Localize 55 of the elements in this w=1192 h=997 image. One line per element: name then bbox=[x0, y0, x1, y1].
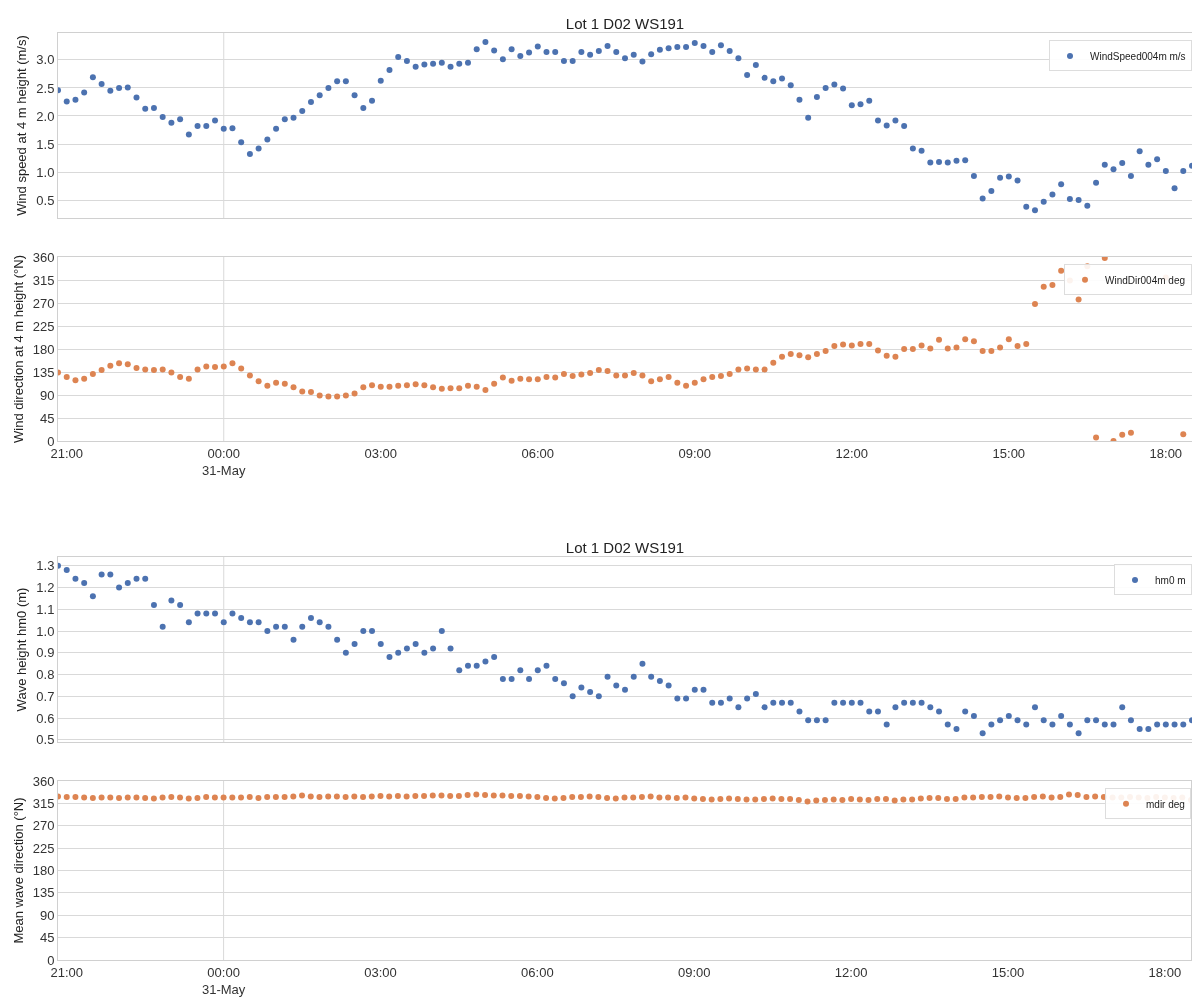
y-tick-label: 1.0 bbox=[36, 164, 55, 180]
x-tick-label: 12:00 bbox=[835, 445, 869, 461]
y-tick-label: 0.5 bbox=[36, 732, 55, 748]
y-axis-title: Wind direction at 4 m height (°N) bbox=[10, 255, 26, 443]
y-tick-label: 90 bbox=[39, 387, 55, 403]
chart-title: Lot 1 D02 WS191 bbox=[565, 539, 685, 556]
legend-label: hm0 m bbox=[1155, 574, 1186, 586]
y-tick-label: 270 bbox=[32, 295, 55, 311]
y-axis-title: Wave height hm0 (m) bbox=[14, 587, 30, 712]
y-tick-label: 1.1 bbox=[36, 601, 55, 617]
y-tick-label: 180 bbox=[32, 863, 55, 879]
y-tick-label: 270 bbox=[32, 818, 55, 834]
y-tick-label: 0.9 bbox=[36, 645, 55, 661]
y-tick-label: 360 bbox=[32, 249, 55, 265]
y-axis-title: Wind speed at 4 m height (m/s) bbox=[14, 35, 30, 216]
y-tick-label: 0.5 bbox=[36, 192, 55, 208]
x-tick-label: 18:00 bbox=[1148, 964, 1182, 980]
y-tick-label: 135 bbox=[32, 885, 55, 901]
x-tick-label: 03:00 bbox=[364, 445, 398, 461]
y-tick-label: 1.2 bbox=[36, 580, 55, 596]
y-tick-label: 2.0 bbox=[36, 108, 55, 124]
x-tick-label: 15:00 bbox=[992, 445, 1026, 461]
y-tick-label: 225 bbox=[32, 840, 55, 856]
x-tick-label: 12:00 bbox=[834, 964, 868, 980]
y-tick-label: 1.3 bbox=[36, 558, 55, 574]
y-tick-label: 0.7 bbox=[36, 688, 55, 704]
legend-label: WindDir004m deg bbox=[1105, 274, 1186, 286]
y-tick-label: 225 bbox=[32, 318, 55, 334]
x-tick-label: 09:00 bbox=[678, 445, 712, 461]
y-axis-title: Mean wave direction (°N) bbox=[10, 797, 26, 944]
x-tick-label: 09:00 bbox=[677, 964, 711, 980]
x-tick-label: 06:00 bbox=[521, 445, 555, 461]
chart-title: Lot 1 D02 WS191 bbox=[565, 15, 685, 32]
x-tick-label: 00:00 31-May bbox=[202, 445, 246, 478]
y-tick-label: 90 bbox=[39, 907, 55, 923]
legend-label: mdir deg bbox=[1146, 798, 1185, 810]
x-tick-label: 06:00 bbox=[521, 964, 554, 980]
y-tick-label: 315 bbox=[32, 272, 55, 288]
y-tick-label: 135 bbox=[32, 364, 55, 380]
x-tick-label: 00:00 31-May bbox=[201, 964, 246, 997]
y-tick-label: 2.5 bbox=[36, 80, 55, 96]
x-tick-label: 15:00 bbox=[991, 964, 1025, 980]
legend-label: WindSpeed004m m/s bbox=[1090, 50, 1186, 62]
y-tick-label: 180 bbox=[32, 341, 55, 357]
y-tick-label: 1.5 bbox=[36, 136, 55, 152]
y-tick-label: 1.0 bbox=[36, 623, 55, 639]
y-tick-label: 315 bbox=[32, 795, 55, 811]
y-tick-label: 45 bbox=[39, 930, 55, 946]
x-tick-label: 18:00 bbox=[1149, 445, 1183, 461]
y-tick-label: 0.6 bbox=[36, 710, 55, 726]
y-tick-label: 360 bbox=[32, 773, 55, 789]
y-tick-label: 0.8 bbox=[36, 667, 55, 683]
x-tick-label: 03:00 bbox=[364, 964, 397, 980]
y-tick-label: 3.0 bbox=[36, 52, 55, 68]
y-tick-label: 45 bbox=[39, 410, 55, 426]
